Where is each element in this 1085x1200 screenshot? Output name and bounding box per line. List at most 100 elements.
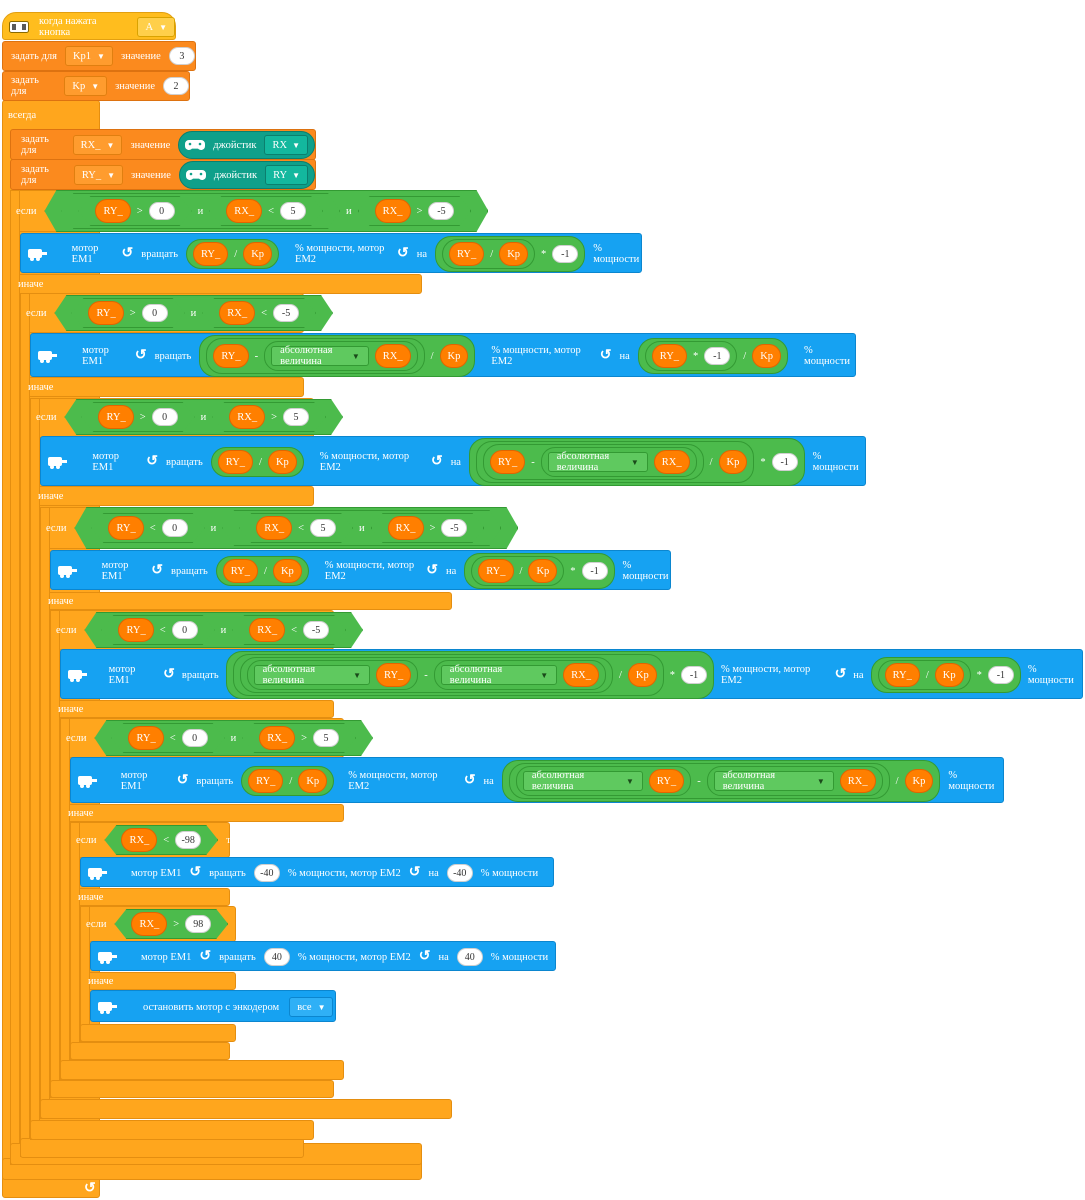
var-reporter-kp[interactable]: Kp <box>752 344 782 368</box>
compare-gt[interactable]: RY_ > 0 <box>81 402 194 432</box>
stop-motor-block[interactable]: остановить мотор с энкодером все <box>90 990 336 1022</box>
number-input[interactable]: -5 <box>303 621 329 639</box>
var-reporter-ry[interactable]: RY_ <box>213 344 249 368</box>
rotate-ccw-icon[interactable]: ↺ <box>599 348 612 363</box>
var-reporter-rx[interactable]: RX_ <box>375 199 411 223</box>
joystick-axis-dropdown-ry[interactable]: RY <box>265 165 308 185</box>
var-reporter-ry[interactable]: RY_ <box>248 769 284 793</box>
number-input[interactable]: -1 <box>771 453 798 471</box>
compare-lt[interactable]: RY_ < 0 <box>91 513 204 543</box>
rotate-ccw-icon[interactable]: ↺ <box>121 246 134 261</box>
var-reporter-ry[interactable]: RY_ <box>128 726 163 750</box>
var-reporter-kp[interactable]: Kp <box>267 450 297 474</box>
minus-reporter[interactable]: RY_ - абсолютная величина RX_ <box>206 338 425 374</box>
abs-reporter[interactable]: абсолютная величина RY_ <box>246 660 419 690</box>
var-reporter-ry[interactable]: RY_ <box>489 450 526 474</box>
var-reporter-rx[interactable]: RX_ <box>256 516 292 540</box>
variable-dropdown-ry[interactable]: RY_ <box>73 165 124 185</box>
and-condition[interactable]: RY_ < 0 и RX_ < -5 <box>84 612 363 648</box>
rotate-ccw-icon[interactable]: ↺ <box>199 949 212 964</box>
number-input[interactable]: -98 <box>175 831 201 849</box>
abs-dropdown[interactable]: абсолютная величина <box>253 664 371 686</box>
var-reporter-rx[interactable]: RX_ <box>226 199 262 223</box>
var-reporter-ry[interactable]: RY_ <box>88 301 123 325</box>
variable-dropdown-kp1[interactable]: Kp1 <box>64 46 113 66</box>
compare-gt[interactable]: RX_ > -5 <box>371 513 485 543</box>
var-reporter-ry[interactable]: RY_ <box>478 559 514 583</box>
abs-reporter[interactable]: абсолютная величина RY_ <box>515 766 692 796</box>
number-input[interactable]: 5 <box>280 202 306 220</box>
multiply-reporter[interactable]: RY_ * -1 <box>644 341 738 371</box>
motor-block-4[interactable]: мотор EM1 ↺ вращать RY_ / Kp % мощности,… <box>50 550 671 590</box>
divide-reporter[interactable]: абсолютная величина RY_ - абсолютная вел… <box>501 760 941 802</box>
number-input[interactable]: 0 <box>142 304 168 322</box>
var-reporter-rx[interactable]: RX_ <box>229 405 265 429</box>
number-input[interactable]: 5 <box>283 408 309 426</box>
var-reporter-ry[interactable]: RY_ <box>118 618 153 642</box>
motor-block-1[interactable]: мотор EM1 ↺ вращать RY_ / Kp % мощности,… <box>20 233 642 273</box>
abs-dropdown[interactable]: абсолютная величина <box>522 770 643 792</box>
var-reporter-ry[interactable]: RY_ <box>222 559 259 583</box>
value-input-kp[interactable]: 2 <box>163 77 189 95</box>
var-reporter-rx[interactable]: RX_ <box>388 516 424 540</box>
and-condition[interactable]: RY_ > 0 и RX_ < 5 <box>61 193 340 229</box>
power-input-em1[interactable]: -40 <box>253 864 280 882</box>
var-reporter-rx[interactable]: RX_ <box>219 301 255 325</box>
var-reporter-kp[interactable]: Kp <box>272 559 302 583</box>
rotate-ccw-icon[interactable]: ↺ <box>189 865 202 880</box>
minus-reporter[interactable]: RY_ - абсолютная величина RX_ <box>482 444 704 480</box>
divide-reporter[interactable]: RY_ / Kp <box>471 556 565 586</box>
compare-gt[interactable]: RX_ > 5 <box>242 723 356 753</box>
var-reporter-ry[interactable]: RY_ <box>217 450 254 474</box>
joystick-axis-dropdown-rx[interactable]: RX <box>264 135 308 155</box>
rotate-ccw-icon[interactable]: ↺ <box>418 949 431 964</box>
number-input[interactable]: -5 <box>428 202 454 220</box>
set-variable-block-ry[interactable]: задать для RY_ значение джойстик RY <box>10 159 316 190</box>
var-reporter-ry[interactable]: RY_ <box>449 242 485 266</box>
rotate-ccw-icon[interactable]: ↺ <box>426 563 438 578</box>
motor-block-3[interactable]: мотор EM1 ↺ вращать RY_ / Kp % мощности,… <box>40 436 866 486</box>
abs-reporter[interactable]: абсолютная величина RX_ <box>706 766 883 796</box>
compare-gt[interactable]: RY_ > 0 <box>71 298 184 328</box>
multiply-reporter[interactable]: RY_ - абсолютная величина RX_ / Kp * -1 <box>468 438 805 486</box>
set-variable-block-rx[interactable]: задать для RX_ значение джойстик RX <box>10 129 316 160</box>
var-reporter-rx[interactable]: RX_ <box>563 663 599 687</box>
and-condition[interactable]: RY_ > 0 и RX_ < -5 <box>54 295 333 331</box>
button-dropdown[interactable]: A <box>137 17 175 37</box>
minus-reporter[interactable]: абсолютная величина RY_ - абсолютная вел… <box>239 657 613 693</box>
power-input-em2[interactable]: 40 <box>456 948 483 966</box>
number-input[interactable]: 0 <box>149 202 175 220</box>
abs-reporter[interactable]: абсолютная величина RX_ <box>264 341 418 371</box>
compare-gt[interactable]: RX_ > -5 <box>358 196 472 226</box>
rotate-ccw-icon[interactable]: ↺ <box>396 246 409 261</box>
compare-lt[interactable]: RY_ < 0 <box>101 615 214 645</box>
number-input[interactable]: -1 <box>552 245 579 263</box>
number-input[interactable]: -5 <box>441 519 467 537</box>
var-reporter-ry[interactable]: RY_ <box>651 344 688 368</box>
and-condition[interactable]: RY_ > 0 и RX_ > 5 <box>64 399 343 435</box>
var-reporter-kp[interactable]: Kp <box>243 242 273 266</box>
divide-reporter[interactable]: абсолютная величина RY_ - абсолютная вел… <box>232 654 664 696</box>
motor-block-7[interactable]: мотор EM1 ↺ вращать -40 % мощности, мото… <box>80 857 554 887</box>
number-input[interactable]: -1 <box>987 666 1014 684</box>
rotate-ccw-icon[interactable]: ↺ <box>146 454 159 469</box>
var-reporter-kp[interactable]: Kp <box>439 344 469 368</box>
var-reporter-rx[interactable]: RX_ <box>131 912 167 936</box>
abs-dropdown[interactable]: абсолютная величина <box>440 664 558 686</box>
compare-lt[interactable]: RX_ < -98 <box>104 825 218 855</box>
rotate-ccw-icon[interactable]: ↺ <box>151 563 164 578</box>
value-input-kp1[interactable]: 3 <box>168 47 195 65</box>
joystick-reporter-ry[interactable]: джойстик RY <box>178 161 315 189</box>
rotate-ccw-icon[interactable]: ↺ <box>134 348 147 363</box>
multiply-reporter[interactable]: RY_ / Kp * -1 <box>870 657 1021 693</box>
and-condition[interactable]: RX_ < 5 и RX_ > -5 <box>222 510 501 546</box>
divide-reporter[interactable]: RY_ / Kp <box>215 556 309 586</box>
rotate-ccw-icon[interactable]: ↺ <box>408 865 421 880</box>
var-reporter-ry[interactable]: RY_ <box>108 516 143 540</box>
var-reporter-rx[interactable]: RX_ <box>121 828 157 852</box>
joystick-reporter-rx[interactable]: джойстик RX <box>178 131 315 159</box>
number-input[interactable]: 0 <box>162 519 188 537</box>
motor-select-dropdown[interactable]: все <box>289 997 334 1017</box>
compare-gt[interactable]: RY_ > 0 <box>78 196 191 226</box>
power-input-em1[interactable]: 40 <box>263 948 290 966</box>
